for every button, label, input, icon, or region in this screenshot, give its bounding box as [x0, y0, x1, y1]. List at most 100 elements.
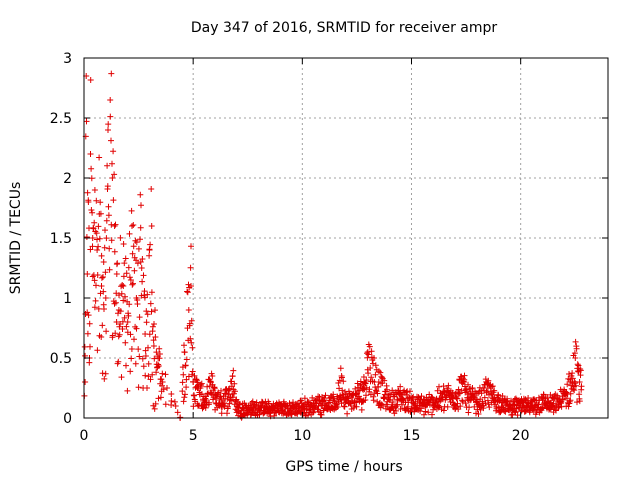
data-point — [105, 121, 112, 128]
data-point — [436, 383, 442, 390]
data-point — [120, 297, 127, 304]
data-point — [570, 386, 577, 393]
data-point — [488, 383, 495, 390]
data-point — [117, 234, 124, 241]
data-point — [148, 223, 155, 229]
y-tick-label: 0.5 — [50, 351, 72, 367]
data-point — [119, 326, 126, 332]
data-point — [99, 322, 106, 329]
data-point — [213, 395, 220, 402]
data-point — [130, 280, 136, 287]
data-point — [88, 207, 95, 213]
data-point — [111, 300, 118, 307]
data-point — [126, 274, 133, 281]
data-point — [147, 376, 154, 383]
data-point — [85, 312, 92, 319]
data-point — [484, 397, 491, 404]
data-point — [368, 374, 375, 381]
data-point — [105, 212, 112, 219]
data-point — [555, 404, 562, 411]
data-point — [576, 398, 583, 405]
data-point — [128, 355, 135, 362]
data-point — [229, 373, 236, 380]
data-point — [126, 301, 133, 308]
data-point — [464, 389, 470, 395]
data-point — [315, 393, 322, 400]
data-point — [108, 237, 115, 244]
data-point — [577, 367, 584, 374]
data-point — [179, 388, 186, 395]
data-point — [397, 406, 404, 412]
data-point — [577, 366, 584, 372]
data-point — [183, 376, 190, 383]
data-point — [100, 288, 107, 295]
data-point — [143, 308, 150, 315]
data-point — [86, 320, 93, 327]
data-point — [111, 223, 118, 229]
data-point — [112, 221, 119, 228]
data-point — [125, 264, 132, 271]
data-point — [375, 368, 382, 375]
y-tick-label: 2.5 — [50, 111, 72, 127]
data-point — [334, 404, 341, 410]
data-point — [116, 331, 123, 338]
data-point — [93, 197, 100, 204]
data-point — [134, 260, 141, 267]
data-point — [461, 372, 468, 379]
data-point — [253, 399, 260, 406]
data-point — [185, 373, 192, 380]
data-point — [564, 381, 571, 388]
data-point — [87, 343, 93, 350]
data-point — [91, 277, 98, 284]
data-point — [122, 255, 129, 262]
data-point — [139, 355, 146, 362]
data-point — [144, 291, 151, 298]
data-point — [365, 351, 372, 358]
data-point — [362, 380, 369, 387]
data-point — [100, 274, 106, 280]
data-point — [139, 278, 146, 285]
data-point — [95, 305, 102, 312]
data-point — [384, 386, 390, 393]
data-point — [574, 399, 580, 406]
data-point — [305, 399, 312, 406]
data-point — [345, 395, 352, 402]
data-point — [198, 380, 205, 387]
data-point — [106, 245, 113, 252]
data-point — [206, 399, 213, 406]
data-point — [108, 137, 114, 144]
data-point — [221, 390, 228, 397]
data-point — [87, 151, 94, 157]
data-point — [184, 289, 191, 296]
data-point — [469, 385, 476, 391]
data-point — [352, 385, 359, 392]
data-point — [164, 385, 170, 391]
data-point — [107, 113, 114, 120]
data-point — [179, 379, 186, 386]
data-point — [181, 394, 188, 401]
data-point — [491, 387, 498, 394]
data-point — [182, 391, 188, 398]
data-point — [365, 370, 372, 377]
data-point — [130, 243, 137, 250]
x-tick-label: 5 — [189, 428, 198, 444]
grid-lines — [84, 58, 608, 418]
data-point — [440, 407, 447, 414]
data-point — [128, 346, 135, 352]
data-point — [367, 365, 374, 371]
data-point — [224, 395, 231, 402]
data-point — [94, 272, 101, 278]
data-point — [187, 264, 194, 271]
data-point — [280, 398, 287, 405]
data-point — [344, 410, 351, 417]
data-point — [87, 246, 94, 253]
data-point — [171, 398, 178, 405]
data-point — [567, 397, 574, 404]
data-point — [129, 281, 136, 288]
data-point — [151, 405, 158, 412]
data-point — [353, 403, 360, 410]
data-point — [83, 234, 90, 240]
data-point — [218, 387, 224, 394]
data-point — [185, 307, 192, 313]
data-point — [89, 209, 96, 216]
